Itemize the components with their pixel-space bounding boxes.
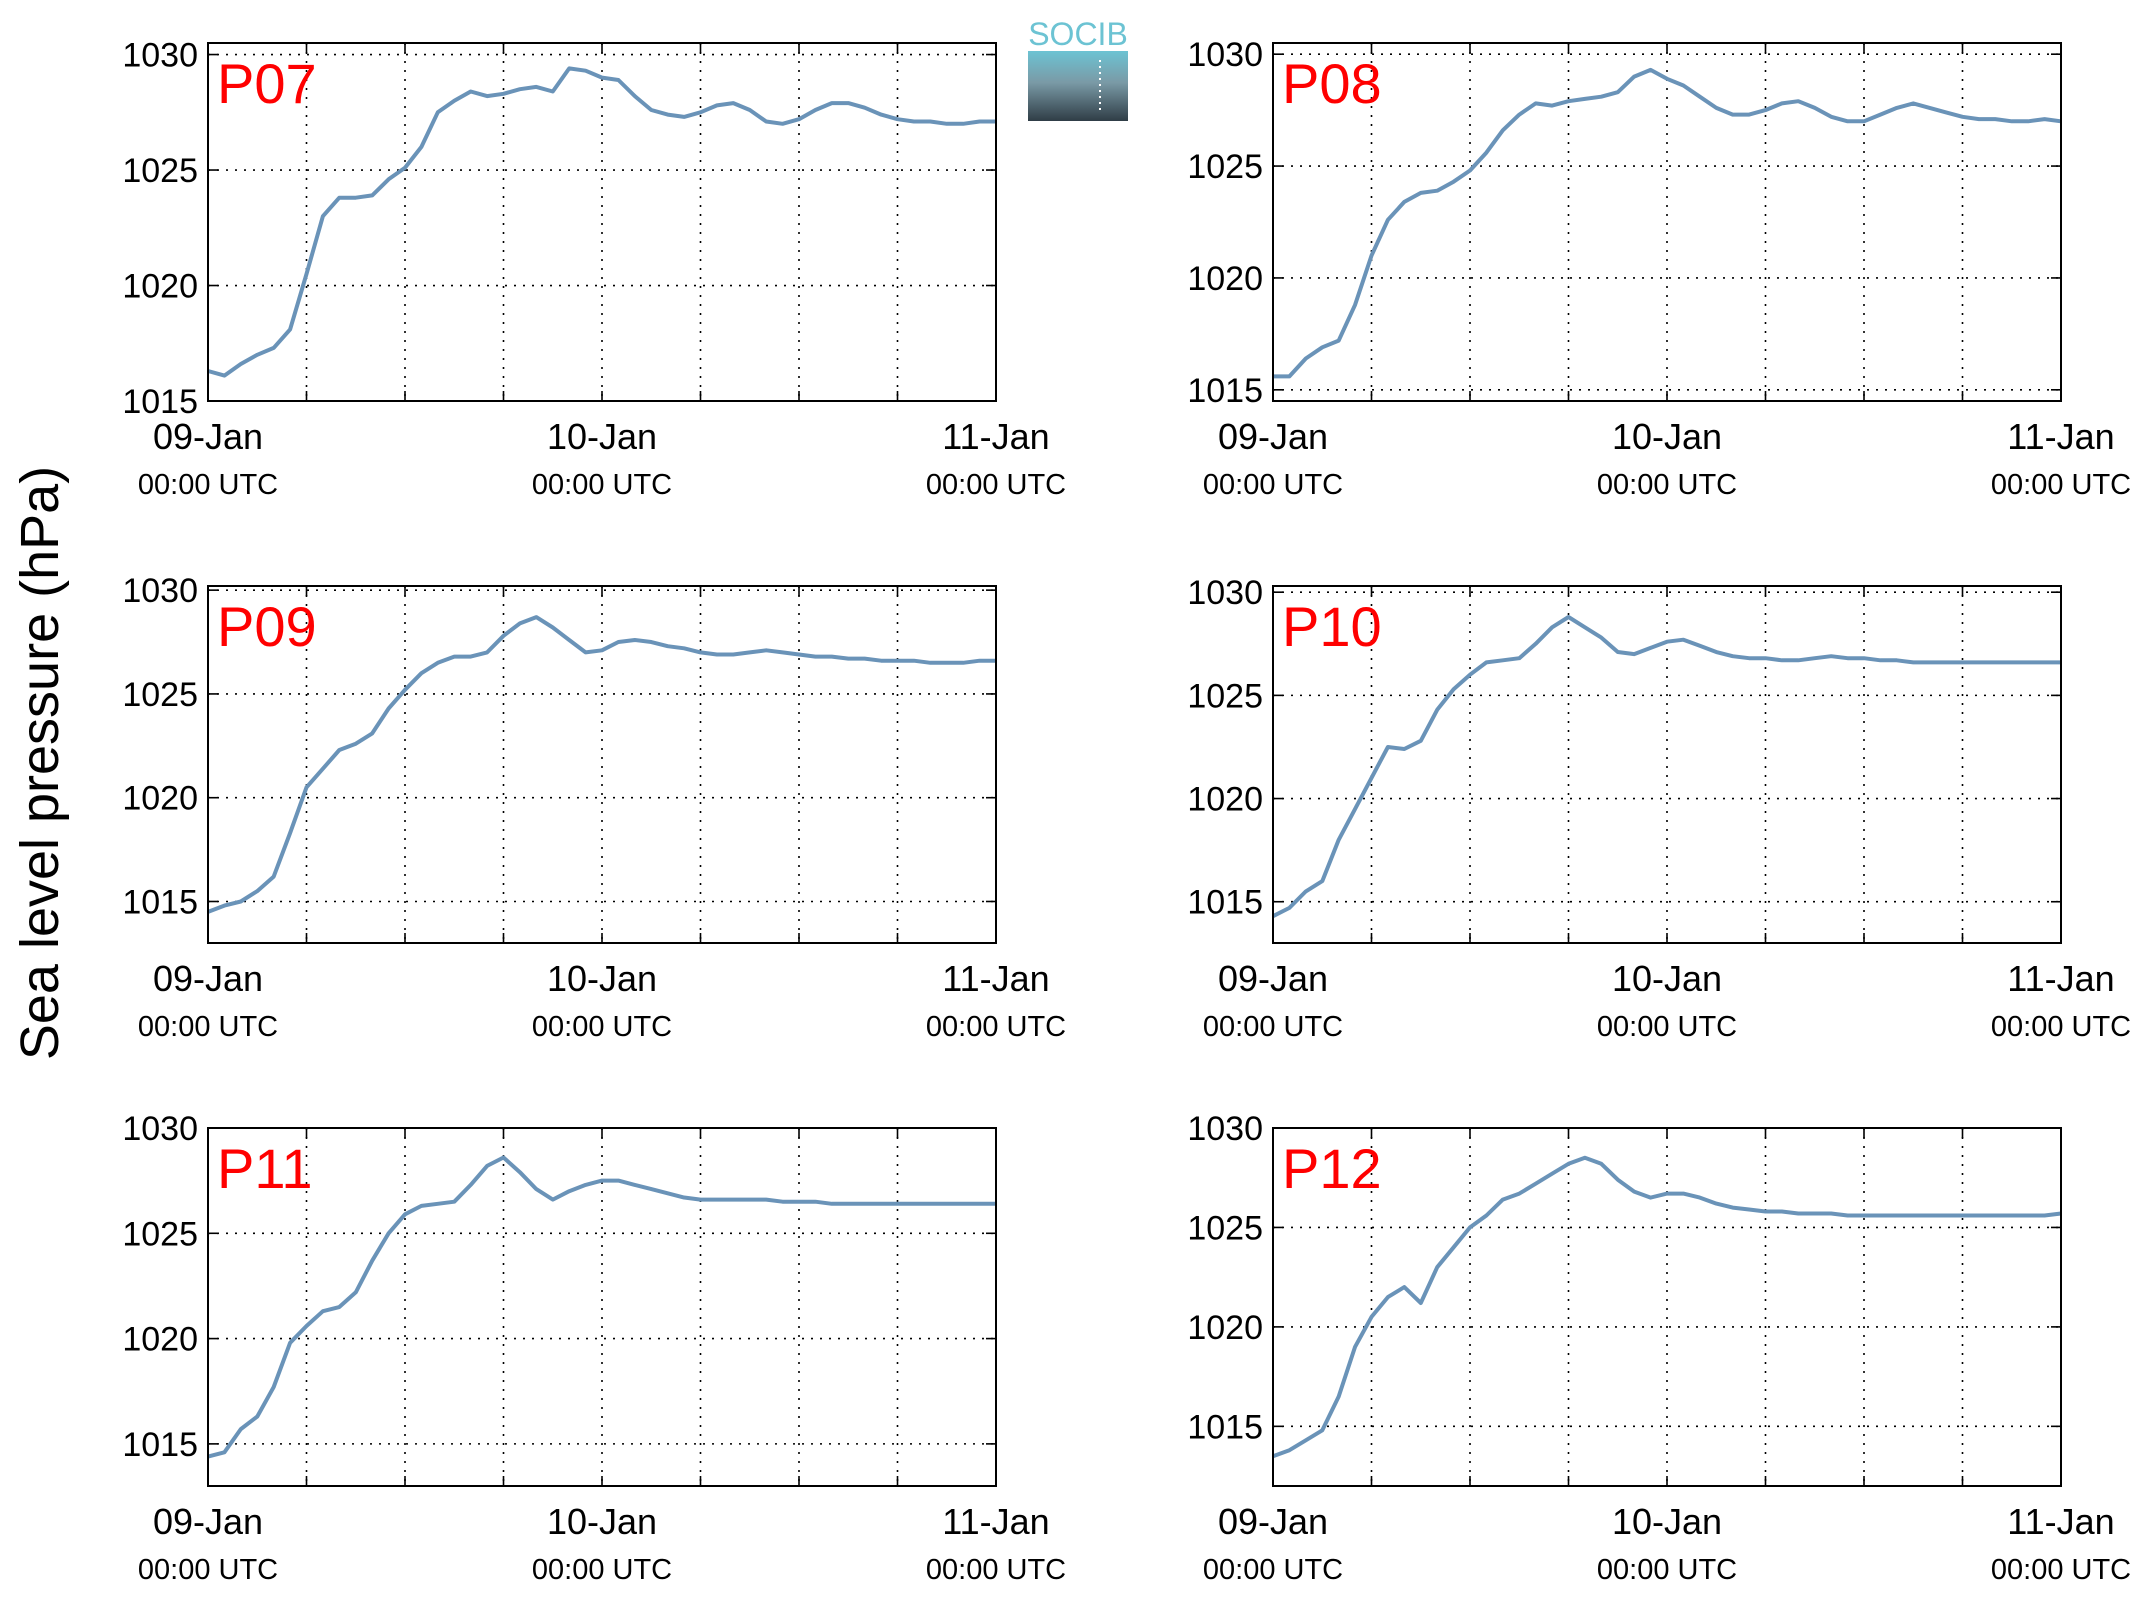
plot-frame: [207, 585, 997, 944]
x-tick-label-date: 11-Jan: [942, 416, 1049, 457]
x-tick-label-date: 11-Jan: [2007, 958, 2114, 999]
y-tick-label: 1025: [1187, 677, 1263, 715]
y-tick-label: 1015: [122, 883, 198, 921]
x-tick-label-time: 00:00 UTC: [532, 469, 672, 501]
y-tick-label: 1030: [1187, 36, 1263, 74]
x-tick-label-time: 00:00 UTC: [1597, 1011, 1737, 1043]
panel-p09: 1015 1020 1025 1030 09-Jan 00:00 UTC 10-Jan 00:…: [122, 572, 1066, 1043]
y-tick-label: 1015: [1187, 372, 1263, 410]
panel-p07: 1015 1020 1025 1030 09-Jan 00:00 UTC 10-Jan 00:…: [122, 37, 1066, 501]
x-tick-label-date: 10-Jan: [1612, 416, 1722, 457]
y-tick-label: 1025: [122, 676, 198, 714]
y-tick-label: 1030: [122, 37, 198, 75]
x-tick-label-time: 00:00 UTC: [926, 1554, 1066, 1586]
pressure-line: [207, 615, 996, 914]
plot-frame: [207, 42, 997, 402]
x-tick-label-time: 00:00 UTC: [1991, 1554, 2131, 1586]
x-tick-label-date: 09-Jan: [1218, 958, 1328, 999]
y-tick-label: 1015: [1187, 884, 1263, 922]
plot-frame: [207, 1127, 997, 1487]
x-tick-label-date: 09-Jan: [153, 416, 263, 457]
y-tick-label: 1020: [122, 1321, 198, 1359]
x-tick-label-time: 00:00 UTC: [532, 1554, 672, 1586]
y-tick-label: 1015: [122, 1426, 198, 1464]
y-tick-label: 1025: [1187, 148, 1263, 186]
x-tick-label-time: 00:00 UTC: [138, 1554, 278, 1586]
x-tick-label-time: 00:00 UTC: [1203, 1554, 1343, 1586]
plot-frame: [1272, 1127, 2062, 1487]
y-tick-label: 1030: [1187, 1110, 1263, 1148]
y-tick-label: 1020: [1187, 260, 1263, 298]
x-tick-label-date: 09-Jan: [153, 1501, 263, 1542]
x-tick-label-time: 00:00 UTC: [138, 469, 278, 501]
y-tick-label: 1015: [122, 383, 198, 421]
x-tick-label-time: 00:00 UTC: [1991, 1011, 2131, 1043]
plot-frame: [1272, 42, 2062, 402]
panel-p12: 1015 1020 1025 1030 09-Jan 00:00 UTC 10-Jan 00:…: [1187, 1110, 2131, 1586]
x-tick-label-date: 11-Jan: [2007, 1501, 2114, 1542]
panel-p10: 1015 1020 1025 1030 09-Jan 00:00 UTC 10-Jan 00:…: [1187, 574, 2131, 1043]
panel-p08: 1015 1020 1025 1030 09-Jan 00:00 UTC 10-Jan 00:…: [1187, 36, 2131, 501]
x-tick-label-date: 09-Jan: [1218, 1501, 1328, 1542]
x-tick-label-date: 11-Jan: [2007, 416, 2114, 457]
y-tick-label: 1020: [1187, 1309, 1263, 1347]
panel-label: P09: [217, 595, 317, 658]
y-tick-label: 1030: [1187, 574, 1263, 612]
panel-label: P10: [1282, 595, 1382, 658]
pressure-line: [1272, 1155, 2062, 1459]
panel-label: P11: [217, 1137, 312, 1200]
x-tick-label-time: 00:00 UTC: [926, 469, 1066, 501]
pressure-line: [1272, 615, 2061, 918]
logo-text: SOCIB: [1028, 16, 1128, 52]
y-tick-label: 1015: [1187, 1408, 1263, 1446]
pressure-line: [1273, 67, 2062, 379]
y-axis-title: Sea level pressure (hPa): [10, 466, 70, 1060]
y-tick-label: 1020: [122, 780, 198, 818]
y-tick-label: 1025: [122, 1215, 198, 1253]
socib-logo: SOCIB: [1028, 16, 1128, 121]
y-tick-label: 1020: [122, 268, 198, 306]
x-tick-label-time: 00:00 UTC: [926, 1011, 1066, 1043]
x-tick-label-time: 00:00 UTC: [1991, 469, 2131, 501]
panel-label: P07: [217, 52, 317, 115]
pressure-line: [207, 1155, 996, 1459]
x-tick-label-time: 00:00 UTC: [1203, 469, 1343, 501]
x-tick-label-date: 10-Jan: [547, 1501, 657, 1542]
x-tick-label-time: 00:00 UTC: [532, 1011, 672, 1043]
x-tick-label-date: 10-Jan: [547, 958, 657, 999]
y-tick-label: 1030: [122, 572, 198, 610]
panel-label: P12: [1282, 1137, 1382, 1200]
plot-frame: [1272, 585, 2062, 944]
x-tick-label-date: 10-Jan: [1612, 958, 1722, 999]
pressure-line: [207, 66, 996, 378]
x-tick-label-date: 11-Jan: [942, 958, 1049, 999]
x-tick-label-date: 09-Jan: [153, 958, 263, 999]
x-tick-label-date: 11-Jan: [942, 1501, 1049, 1542]
panels: 1015 1020 1025 1030 09-Jan 00:00 UTC 10-Jan 00:…: [122, 36, 2131, 1586]
panel-p11: 1015 1020 1025 1030 09-Jan 00:00 UTC 10-Jan 00:…: [122, 1110, 1066, 1586]
x-tick-label-time: 00:00 UTC: [1203, 1011, 1343, 1043]
x-tick-label-time: 00:00 UTC: [1597, 469, 1737, 501]
y-tick-label: 1025: [1187, 1209, 1263, 1247]
y-tick-label: 1020: [1187, 781, 1263, 819]
y-tick-label: 1030: [122, 1110, 198, 1148]
x-tick-label-time: 00:00 UTC: [1597, 1554, 1737, 1586]
x-tick-label-date: 09-Jan: [1218, 416, 1328, 457]
logo-block: [1028, 51, 1128, 121]
x-tick-label-date: 10-Jan: [1612, 1501, 1722, 1542]
panel-label: P08: [1282, 52, 1382, 115]
x-tick-label-date: 10-Jan: [547, 416, 657, 457]
x-tick-label-time: 00:00 UTC: [138, 1011, 278, 1043]
y-tick-label: 1025: [122, 152, 198, 190]
